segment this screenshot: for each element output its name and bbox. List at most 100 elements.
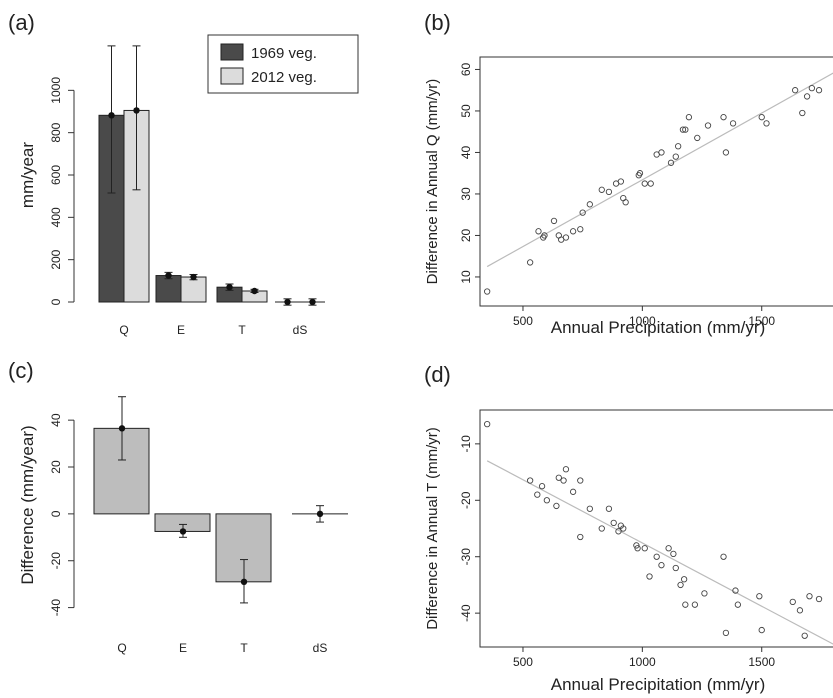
scatter-point	[682, 601, 689, 608]
scatter-point	[550, 217, 558, 225]
plot-frame	[479, 409, 833, 648]
scatter-point	[691, 601, 699, 608]
y-tick-label: -40	[459, 604, 473, 622]
scatter-point	[577, 533, 584, 541]
scatter-point	[615, 528, 622, 535]
bar	[180, 276, 207, 303]
y-tick-label: 400	[49, 207, 63, 227]
scatter-point	[543, 497, 550, 504]
panel-label: (c)	[8, 358, 34, 383]
scatter-point	[672, 564, 679, 572]
panel-d: (d) 500 1000 1500 -10 -20 -30 -40 Annual Precipi…	[424, 362, 833, 694]
scatter-point	[636, 170, 644, 177]
scatter-point	[641, 180, 648, 187]
scatter-point	[579, 209, 586, 216]
scatter-point	[815, 595, 823, 603]
scatter-point	[665, 545, 672, 552]
scatter-point	[792, 87, 799, 94]
scatter-point	[803, 93, 811, 100]
x-tick-label: dS	[293, 323, 308, 337]
mean-point	[240, 578, 248, 586]
mean-point	[179, 528, 187, 535]
bar	[215, 513, 272, 583]
scatter-point	[658, 562, 665, 569]
mean-point	[284, 298, 291, 306]
scatter-point	[484, 420, 491, 428]
scatter-point	[569, 228, 577, 235]
x-tick-label: Q	[119, 323, 128, 337]
mean-point	[190, 273, 197, 281]
scatter-point	[701, 590, 708, 597]
scatter-point	[680, 576, 688, 583]
y-tick-label: -20	[459, 491, 473, 509]
mean-point	[118, 425, 126, 432]
scatter-point	[670, 550, 677, 558]
scatter-point	[658, 149, 665, 156]
y-tick-label: -10	[459, 435, 473, 453]
scatter-point	[694, 134, 701, 142]
scatter-point	[763, 120, 770, 127]
mean-point	[133, 107, 140, 114]
scatter-point	[586, 505, 593, 512]
mean-point	[165, 272, 172, 279]
scatter-point	[808, 84, 816, 92]
scatter-point	[722, 629, 730, 637]
mean-point	[251, 287, 258, 295]
y-tick-label: 10	[459, 270, 473, 284]
y-tick-label: -30	[459, 548, 473, 566]
x-tick-label: E	[177, 323, 185, 337]
x-tick-label: 500	[513, 655, 533, 669]
scatter-point	[562, 234, 570, 241]
scatter-point	[799, 109, 806, 117]
y-tick-label: 60	[459, 62, 473, 76]
scatter-point	[796, 607, 804, 614]
scatter-point	[605, 188, 613, 196]
y-tick-label: 800	[49, 122, 63, 142]
scatter-point	[617, 178, 625, 185]
legend-label: 2012 veg.	[251, 69, 317, 86]
scatter-point	[560, 477, 567, 484]
scatter-point	[682, 126, 689, 133]
scatter-point	[815, 87, 823, 94]
bar	[155, 275, 182, 303]
x-axis-title: Annual Precipitation (mm/yr)	[551, 675, 765, 694]
scatter-point	[484, 288, 491, 295]
scatter-point	[526, 477, 534, 484]
x-tick-label: 1500	[748, 314, 775, 328]
scatter-point	[732, 587, 739, 594]
x-axis-title: Annual Precipitation (mm/yr)	[551, 318, 765, 337]
scatter-point	[641, 545, 648, 552]
x-tick-label: 1500	[748, 655, 775, 669]
scatter-point	[653, 553, 660, 560]
scatter-point	[672, 153, 679, 160]
scatter-point	[569, 488, 577, 495]
scatter-point	[620, 525, 627, 532]
legend-swatch	[220, 43, 244, 61]
legend-label: 1969 veg.	[251, 45, 317, 62]
x-tick-label: Q	[117, 641, 126, 655]
y-tick-label: 40	[49, 413, 63, 427]
scatter-point	[622, 199, 629, 206]
mean-point	[309, 298, 316, 306]
scatter-point	[577, 477, 584, 484]
scatter-point	[722, 149, 730, 156]
y-tick-label: 200	[49, 249, 63, 269]
panel-b: (b) 500 1000 1500 10 20 30 40 50 60 Annual Precipi…	[424, 10, 833, 337]
scatter-point	[729, 120, 737, 127]
scatter-point	[535, 228, 542, 235]
scatter-point	[538, 483, 546, 490]
y-tick-label: 50	[459, 104, 473, 118]
scatter-point	[541, 232, 548, 239]
y-tick-label: 40	[459, 145, 473, 159]
x-tick-label: T	[238, 323, 246, 337]
scatter-point	[633, 542, 640, 549]
scatter-point	[634, 545, 641, 552]
scatter-point	[605, 505, 613, 512]
mean-point	[316, 510, 324, 518]
y-axis-title: Difference in Annual Q (mm/yr)	[424, 79, 441, 285]
x-tick-label: T	[240, 641, 248, 655]
mean-point	[108, 112, 115, 119]
scatter-point	[610, 519, 617, 527]
